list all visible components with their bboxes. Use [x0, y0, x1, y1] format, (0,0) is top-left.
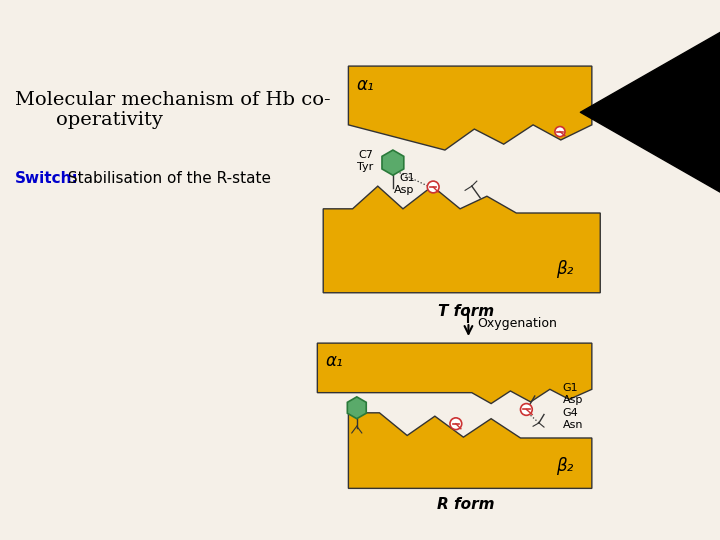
- Text: operativity: operativity: [55, 111, 163, 129]
- Text: T form: T form: [438, 303, 494, 319]
- Circle shape: [555, 126, 565, 137]
- Text: Switch:: Switch:: [15, 171, 79, 186]
- Polygon shape: [318, 343, 592, 403]
- Text: Molecular mechanism of Hb co-: Molecular mechanism of Hb co-: [15, 91, 330, 109]
- Text: β₂: β₂: [556, 260, 573, 279]
- Text: α₁: α₁: [357, 76, 374, 94]
- Text: G4
Asn: G4 Asn: [562, 408, 583, 430]
- Polygon shape: [347, 397, 366, 418]
- Polygon shape: [323, 186, 600, 293]
- Text: R form: R form: [437, 497, 495, 512]
- Circle shape: [450, 418, 462, 430]
- Polygon shape: [348, 66, 592, 150]
- Text: G1
Asp: G1 Asp: [562, 382, 583, 405]
- Circle shape: [521, 403, 532, 415]
- Circle shape: [427, 181, 439, 193]
- Text: Oxygenation: Oxygenation: [477, 318, 557, 330]
- Text: α₁: α₁: [325, 352, 343, 369]
- Text: G1
Asp: G1 Asp: [395, 173, 415, 195]
- Polygon shape: [382, 150, 404, 176]
- Text: β₂: β₂: [556, 457, 573, 475]
- Text: Stabilisation of the R-state: Stabilisation of the R-state: [63, 171, 271, 186]
- Text: C7
Tyr: C7 Tyr: [357, 150, 374, 172]
- Polygon shape: [348, 413, 592, 488]
